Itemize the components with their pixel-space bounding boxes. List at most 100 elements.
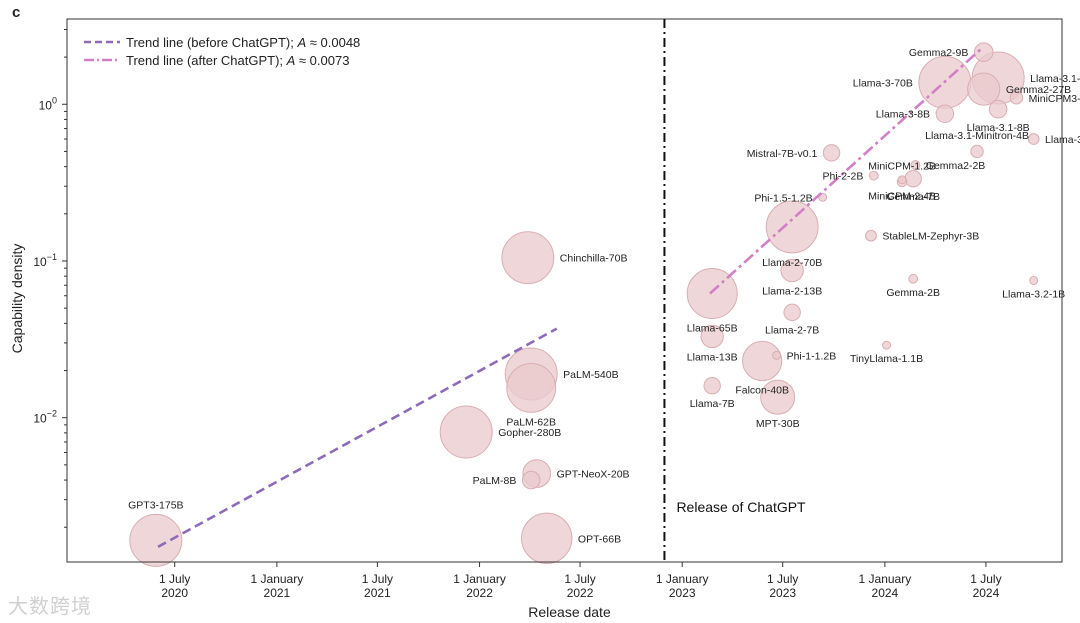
bubble-OPT-66B: [521, 512, 573, 564]
point-label: PaLM-540B: [563, 369, 618, 381]
plot-frame: [66, 18, 1063, 563]
point-label: Mistral-7B-v0.1: [747, 148, 818, 160]
point-label: Llama-13B: [687, 352, 738, 364]
point-label: PaLM-8B: [473, 475, 517, 487]
x-axis-label: Release date: [528, 604, 611, 620]
bubble-Gemma-2B: [908, 273, 919, 284]
point-label: Llama-3.1-Minitron-4B: [925, 130, 1029, 142]
point-label: Llama-3.1-405B: [1030, 73, 1080, 85]
x-tick-year: 2022: [466, 586, 493, 600]
point-label: Gemma-2B: [886, 287, 940, 299]
point-label: MiniCPM3-4B: [1029, 93, 1080, 105]
x-tick-label: 1 July: [362, 572, 393, 586]
bubble-MiniCPM3-4B: [1009, 91, 1024, 105]
point-label: TinyLlama-1.1B: [850, 353, 923, 365]
point-label: MiniCPM-1.2B: [868, 161, 936, 173]
bubble-Llama-3.1-Minitron-4B: [970, 144, 984, 159]
point-label: MiniCPM-2.4B: [868, 191, 936, 203]
point-label: MPT-30B: [756, 418, 800, 430]
point-label: Phi-1.5-1.2B: [754, 192, 812, 204]
point-label: Llama-3.1-8B: [967, 122, 1030, 134]
y-axis-label: Capability density: [9, 244, 25, 354]
bubble-MiniCPM-1.2B: [897, 175, 907, 185]
bubble-GPT3-175B: [129, 513, 183, 567]
point-label: Llama-3.2-3B: [1045, 134, 1080, 146]
point-label: Chinchilla-70B: [560, 253, 628, 265]
trend-line-before: [157, 327, 558, 548]
bubble-PaLM-62B: [506, 362, 557, 413]
point-label: Llama-65B: [687, 323, 738, 335]
x-tick-year: 2022: [567, 586, 594, 600]
point-label: Gemma2-2B: [926, 160, 986, 172]
bubble-PaLM-8B: [521, 470, 541, 490]
bubble-Llama-2-13B: [780, 258, 804, 283]
bubble-Llama-2-70B: [765, 200, 819, 254]
bubble-MPT-30B: [760, 379, 796, 415]
trend-line-after: [709, 46, 984, 295]
watermark: 大数跨境: [8, 594, 92, 618]
point-label: PaLM-62B: [506, 416, 556, 428]
point-label: Gopher-280B: [498, 427, 561, 439]
point-label: Llama-3-8B: [876, 109, 930, 121]
bubble-Gemma-7B: [904, 169, 922, 188]
bubble-Llama-7B: [703, 377, 721, 395]
bubble-Gemma2-9B: [973, 42, 994, 62]
x-tick-label: 1 January: [251, 572, 304, 586]
bubble-Llama-3.1-8B: [988, 99, 1008, 119]
x-tick-label: 1 January: [453, 572, 506, 586]
x-tick-label: 1 July: [767, 572, 798, 586]
x-tick-year: 2020: [161, 586, 188, 600]
point-label: Gemma2-27B: [1006, 84, 1071, 96]
bubble-Llama-3.2-3B: [1027, 133, 1040, 145]
bubble-Llama-13B: [700, 324, 724, 349]
bubble-TinyLlama-1.1B: [882, 340, 892, 350]
legend-entry: Trend line (after ChatGPT); A ≈ 0.0073: [126, 53, 349, 68]
panel-label: c: [12, 4, 21, 21]
legend: Trend line (before ChatGPT); A ≈ 0.0048 T…: [84, 35, 360, 68]
bubble-Llama-65B: [686, 268, 738, 320]
point-label: Phi-2-2B: [823, 171, 864, 183]
x-tick-label: 1 July: [970, 572, 1001, 586]
legend-entry: Trend line (before ChatGPT); A ≈ 0.0048: [126, 35, 360, 50]
point-label: GPT3-175B: [128, 499, 183, 511]
x-tick-year: 2023: [669, 586, 696, 600]
x-tick-label: 1 January: [656, 572, 709, 586]
x-tick-year: 2024: [973, 586, 1000, 600]
bubble-Llama-3-8B: [935, 104, 955, 124]
bubble-Phi-1-1.2B: [772, 350, 782, 360]
chatgpt-release-label: Release of ChatGPT: [676, 499, 806, 515]
bubble-Chinchilla-70B: [501, 231, 555, 285]
x-tick-label: 1 January: [859, 572, 912, 586]
point-label: Llama-7B: [690, 398, 735, 410]
point-label: Gemma-7B: [886, 191, 940, 203]
bubble-Llama-2-7B: [783, 303, 801, 322]
point-label: Gemma2-9B: [909, 47, 969, 59]
bubble-Gopher-280B: [439, 405, 493, 459]
x-tick-year: 2021: [364, 586, 391, 600]
point-label: Llama-2-13B: [762, 286, 822, 298]
y-tick-label: 10−1: [33, 252, 57, 269]
x-tick-year: 2024: [872, 586, 899, 600]
point-label: GPT-NeoX-20B: [557, 469, 630, 481]
point-labels-layer: GPT3-175B Chinchilla-70B PaLM-540B PaLM-62B…: [128, 47, 1080, 545]
x-tick-label: 1 July: [159, 572, 190, 586]
point-label: Llama-2-70B: [762, 257, 822, 269]
point-label: Llama-2-7B: [765, 325, 819, 337]
x-tick-label: 1 July: [564, 572, 595, 586]
point-label: Phi-1-1.2B: [787, 350, 837, 362]
point-label: Llama-3.2-1B: [1002, 289, 1065, 301]
point-label: StableLM-Zephyr-3B: [882, 231, 979, 243]
point-label: Llama-3-70B: [853, 77, 913, 89]
bubble-Phi-2-2B: [868, 170, 879, 181]
bubble-Gemma2-27B: [967, 72, 1001, 106]
y-tick-label: 100: [39, 95, 57, 112]
point-label: Falcon-40B: [735, 385, 789, 397]
x-tick-year: 2023: [769, 586, 796, 600]
point-label: OPT-66B: [578, 533, 621, 545]
y-tick-label: 10−2: [33, 409, 57, 426]
bubble-Mistral-7B-v0.1: [822, 144, 841, 162]
bubbles-layer: [129, 42, 1040, 567]
bubble-Llama-3.2-1B: [1029, 276, 1039, 286]
